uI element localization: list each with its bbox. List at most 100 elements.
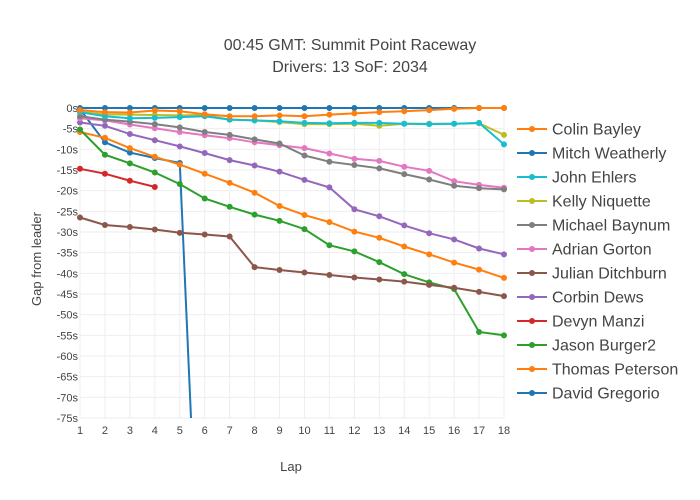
data-point-michael-baynum — [426, 176, 433, 183]
x-tick-label: 5 — [177, 425, 183, 437]
data-point-mitch-weatherly — [301, 105, 308, 111]
y-tick-label: -20s — [57, 186, 79, 198]
data-point-john-ehlers — [151, 114, 158, 121]
data-point-corbin-dews — [501, 251, 507, 258]
legend-label: David Gregorio — [552, 386, 660, 403]
series-devyn-manzi — [77, 165, 158, 190]
data-point-john-ehlers — [101, 113, 108, 120]
data-point-jason-burger2 — [226, 203, 233, 210]
legend-swatch-marker — [529, 198, 535, 204]
data-point-corbin-dews — [376, 213, 383, 220]
data-point-kelly-niquette — [501, 131, 507, 138]
legend-item-thomas-peterson[interactable]: Thomas Peterson — [517, 362, 678, 379]
legend-item-jason-burger2[interactable]: Jason Burger2 — [517, 338, 656, 355]
x-axis-title: Lap — [280, 459, 302, 474]
data-point-julian-ditchburn — [301, 269, 308, 276]
series-line-david-gregorio — [79, 108, 192, 418]
legend-item-david-gregorio[interactable]: David Gregorio — [517, 386, 660, 403]
legend-swatch-marker — [529, 294, 535, 300]
series-line-thomas-peterson — [79, 131, 505, 279]
y-tick-label: -55s — [57, 330, 79, 342]
data-point-jason-burger2 — [476, 329, 483, 336]
series-david-gregorio — [77, 106, 192, 418]
series-corbin-dews — [77, 119, 507, 258]
data-point-michael-baynum — [151, 121, 158, 128]
data-point-adrian-gorton — [426, 167, 433, 174]
legend-item-john-ehlers[interactable]: John Ehlers — [517, 170, 637, 187]
legend-label: Jason Burger2 — [552, 338, 656, 355]
data-point-michael-baynum — [376, 165, 383, 172]
data-point-colin-bayley — [451, 105, 458, 112]
data-point-john-ehlers — [451, 120, 458, 127]
data-point-john-ehlers — [351, 119, 358, 126]
data-point-julian-ditchburn — [476, 288, 483, 295]
y-tick-label: -65s — [57, 372, 79, 384]
legend-item-colin-bayley[interactable]: Colin Bayley — [517, 122, 641, 139]
data-point-thomas-peterson — [401, 243, 408, 250]
data-point-mitch-weatherly — [126, 105, 133, 111]
data-point-mitch-weatherly — [201, 105, 208, 111]
data-point-corbin-dews — [126, 131, 133, 138]
y-tick-label: -45s — [57, 289, 79, 301]
legend-swatch-marker — [529, 270, 535, 276]
legend-swatch-marker — [529, 318, 535, 324]
data-point-michael-baynum — [276, 140, 283, 147]
x-tick-label: 11 — [324, 425, 335, 437]
legend-item-michael-baynum[interactable]: Michael Baynum — [517, 218, 670, 235]
y-tick-label: -70s — [57, 392, 79, 404]
data-point-julian-ditchburn — [151, 226, 158, 233]
series-thomas-peterson — [77, 128, 507, 281]
data-point-thomas-peterson — [476, 266, 483, 273]
x-tick-label: 18 — [498, 425, 510, 437]
data-point-jason-burger2 — [326, 242, 333, 249]
data-point-john-ehlers — [426, 121, 433, 128]
data-point-adrian-gorton — [301, 145, 308, 152]
x-tick-label: 10 — [298, 425, 310, 437]
data-point-thomas-peterson — [176, 161, 183, 168]
data-point-michael-baynum — [201, 128, 208, 135]
data-point-corbin-dews — [151, 137, 158, 144]
x-axis-ticks: 1 2 3 4 5 6 7 8 9 10 11 12 13 14 15 16 17 18 — [77, 425, 510, 437]
y-tick-label: -15s — [57, 165, 79, 177]
series-mitch-weatherly — [77, 105, 507, 111]
data-point-david-gregorio — [101, 139, 108, 146]
legend-label: Kelly Niquette — [552, 194, 651, 211]
legend-item-kelly-niquette[interactable]: Kelly Niquette — [517, 194, 651, 211]
series-julian-ditchburn — [77, 214, 507, 300]
data-point-john-ehlers — [276, 118, 283, 125]
data-point-julian-ditchburn — [351, 274, 358, 281]
data-point-michael-baynum — [251, 136, 258, 143]
data-point-colin-bayley — [126, 109, 133, 116]
x-tick-label: 13 — [373, 425, 385, 437]
legend-item-devyn-manzi[interactable]: Devyn Manzi — [517, 314, 644, 331]
data-point-thomas-peterson — [251, 189, 258, 196]
data-point-jason-burger2 — [376, 259, 383, 266]
y-tick-label: -75s — [57, 413, 79, 425]
data-point-thomas-peterson — [451, 259, 458, 266]
plot-area — [77, 105, 507, 418]
data-point-julian-ditchburn — [176, 229, 183, 236]
data-point-thomas-peterson — [426, 251, 433, 258]
data-point-mitch-weatherly — [326, 105, 333, 111]
data-point-corbin-dews — [401, 222, 408, 229]
y-tick-label: -50s — [57, 310, 79, 322]
legend-item-julian-ditchburn[interactable]: Julian Ditchburn — [517, 266, 667, 283]
data-point-corbin-dews — [176, 143, 183, 150]
data-point-thomas-peterson — [201, 170, 208, 177]
data-point-devyn-manzi — [151, 183, 158, 190]
legend-item-mitch-weatherly[interactable]: Mitch Weatherly — [517, 146, 666, 163]
legend-item-adrian-gorton[interactable]: Adrian Gorton — [517, 242, 652, 259]
data-point-thomas-peterson — [301, 212, 308, 219]
data-point-colin-bayley — [101, 109, 108, 116]
x-tick-label: 7 — [227, 425, 233, 437]
data-point-mitch-weatherly — [376, 105, 383, 111]
x-tick-label: 3 — [127, 425, 133, 437]
data-point-julian-ditchburn — [276, 267, 283, 274]
data-point-julian-ditchburn — [451, 284, 458, 291]
data-point-julian-ditchburn — [251, 264, 258, 271]
legend-item-corbin-dews[interactable]: Corbin Dews — [517, 290, 644, 307]
data-point-michael-baynum — [77, 113, 83, 120]
data-point-jason-burger2 — [276, 217, 283, 224]
y-axis-title: Gap from leader — [29, 211, 44, 306]
legend-swatch-marker — [529, 126, 535, 132]
